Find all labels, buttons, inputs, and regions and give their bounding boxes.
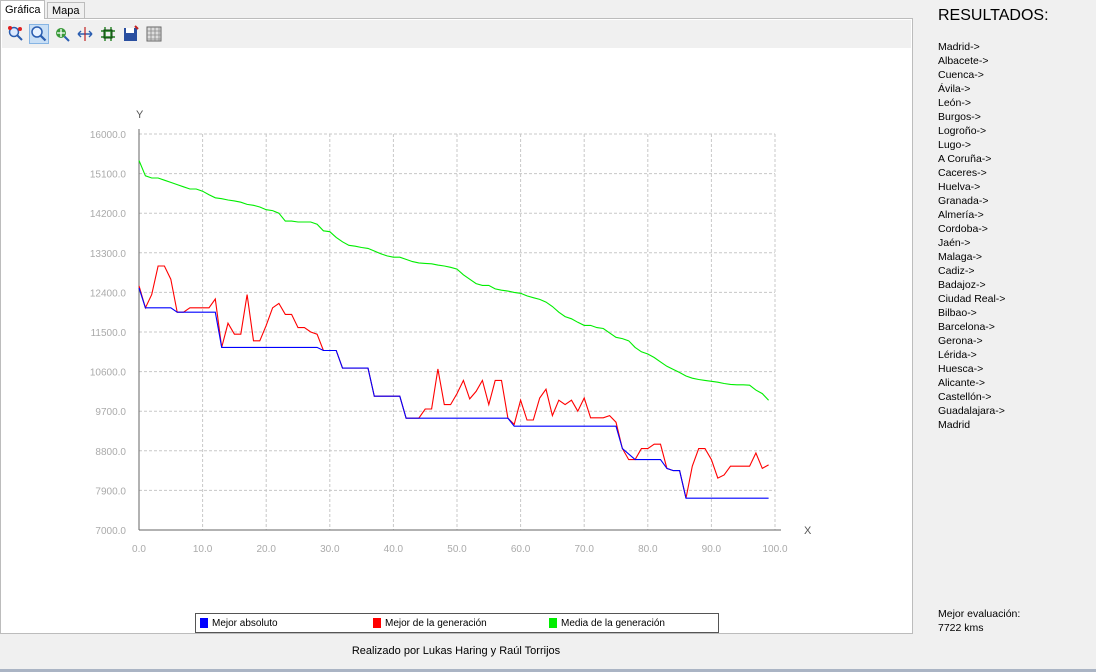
route-item: Cuenca-> [938, 69, 984, 81]
route-item: Ciudad Real-> [938, 293, 1006, 305]
series-line-2 [138, 160, 769, 401]
zoom-button[interactable] [29, 24, 49, 44]
tab-mapa[interactable]: Mapa [47, 2, 85, 19]
route-item: León-> [938, 97, 971, 109]
x-tick-label: 70.0 [574, 544, 594, 555]
route-item: Caceres-> [938, 167, 987, 179]
save-icon [124, 25, 139, 41]
route-item: Lérida-> [938, 349, 977, 361]
legend-swatch-green [549, 618, 557, 628]
x-tick-label: 50.0 [447, 544, 467, 555]
route-list: Madrid-> Albacete-> Cuenca-> Ávila-> León-> B… [938, 40, 1005, 432]
x-tick-label: 40.0 [384, 544, 404, 555]
legend-swatch-blue [200, 618, 208, 628]
best-evaluation-value: 7722 kms [938, 622, 984, 634]
table-icon [146, 26, 162, 42]
route-item: Jaén-> [938, 237, 971, 249]
legend-item-media-generacion: Media de la generación [549, 614, 665, 632]
y-tick-label: 13300.0 [90, 249, 127, 260]
window-bottom-border [0, 669, 1096, 672]
fit-axes-button[interactable] [75, 24, 95, 44]
route-item: Ávila-> [938, 83, 971, 95]
route-item: Castellón-> [938, 391, 992, 403]
x-tick-label: 20.0 [256, 544, 276, 555]
tab-bar: Gráfica Mapa [0, 0, 912, 19]
zoom-reset-icon [8, 26, 23, 41]
legend-label: Media de la generación [561, 617, 665, 629]
route-item: Bilbao-> [938, 307, 977, 319]
x-tick-label: 60.0 [511, 544, 531, 555]
route-item: Almería-> [938, 209, 984, 221]
route-item: Malaga-> [938, 251, 983, 263]
route-item: Huelva-> [938, 181, 981, 193]
tab-grafica[interactable]: Gráfica [0, 0, 46, 19]
pan-icon [56, 28, 70, 42]
y-tick-label: 8800.0 [95, 447, 126, 458]
pan-button[interactable] [52, 24, 72, 44]
zoom-reset-button[interactable] [6, 24, 26, 44]
grid-icon [101, 27, 115, 41]
route-item: Cordoba-> [938, 223, 988, 235]
y-tick-label: 9700.0 [95, 407, 126, 418]
route-item: Granada-> [938, 195, 989, 207]
best-evaluation-label: Mejor evaluación: [938, 608, 1021, 620]
route-item: Cadiz-> [938, 265, 975, 277]
x-tick-label: 0.0 [132, 544, 146, 555]
line-chart[interactable]: 0.0 10.0 20.0 30.0 40.0 50.0 60.0 70.0 80.0 90.0 1… [1, 19, 912, 609]
route-item: Lugo-> [938, 139, 971, 151]
route-item: Logroño-> [938, 125, 987, 137]
route-item: Alicante-> [938, 377, 985, 389]
legend-label: Mejor absoluto [212, 617, 278, 629]
route-item: Albacete-> [938, 55, 989, 67]
chart-legend: Mejor absoluto Mejor de la generación Me… [195, 613, 719, 633]
y-tick-label: 7900.0 [95, 486, 126, 497]
x-tick-label: 100.0 [762, 544, 787, 555]
results-title: RESULTADOS: [938, 7, 1049, 24]
series-line-0 [138, 287, 769, 499]
y-tick-label: 16000.0 [90, 130, 127, 141]
y-tick-label: 14200.0 [90, 209, 127, 220]
route-item: Badajoz-> [938, 279, 986, 291]
zoom-magnifier-icon [31, 26, 47, 42]
route-item: Huesca-> [938, 363, 984, 375]
legend-swatch-red [373, 618, 381, 628]
y-axis-label: Y [136, 109, 144, 121]
save-button[interactable] [121, 24, 141, 44]
route-item: A Coruña-> [938, 153, 992, 165]
chart-toolbar [2, 20, 911, 48]
y-tick-label: 15100.0 [90, 170, 127, 181]
legend-item-mejor-absoluto: Mejor absoluto [200, 614, 278, 632]
route-item: Gerona-> [938, 335, 983, 347]
chart-panel: 0.0 10.0 20.0 30.0 40.0 50.0 60.0 70.0 80.0 90.0 1… [0, 18, 913, 634]
route-item: Madrid [938, 419, 971, 431]
route-item: Madrid-> [938, 41, 980, 53]
legend-item-mejor-generacion: Mejor de la generación [373, 614, 487, 632]
footer-credits: Realizado por Lukas Haring y Raúl Torrij… [351, 645, 561, 657]
y-tick-label: 7000.0 [95, 526, 126, 537]
x-tick-label: 80.0 [638, 544, 658, 555]
table-button[interactable] [144, 24, 164, 44]
legend-label: Mejor de la generación [385, 617, 487, 629]
y-tick-label: 12400.0 [90, 288, 127, 299]
y-tick-label: 10600.0 [90, 368, 127, 379]
fit-axes-icon [77, 27, 93, 41]
x-tick-label: 30.0 [320, 544, 340, 555]
y-tick-label: 11500.0 [91, 328, 127, 339]
grid-button[interactable] [98, 24, 118, 44]
series-line-1 [138, 265, 769, 499]
x-axis-label: X [804, 525, 812, 537]
route-item: Guadalajara-> [938, 405, 1005, 417]
route-item: Barcelona-> [938, 321, 995, 333]
route-item: Burgos-> [938, 111, 981, 123]
x-tick-label: 90.0 [702, 544, 722, 555]
x-tick-label: 10.0 [193, 544, 213, 555]
